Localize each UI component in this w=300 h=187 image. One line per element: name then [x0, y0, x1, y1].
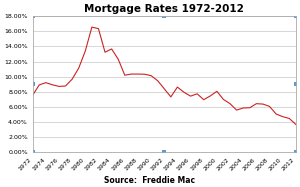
- Title: Mortgage Rates 1972-2012: Mortgage Rates 1972-2012: [84, 4, 244, 14]
- Text: Source:  Freddie Mac: Source: Freddie Mac: [104, 176, 196, 185]
